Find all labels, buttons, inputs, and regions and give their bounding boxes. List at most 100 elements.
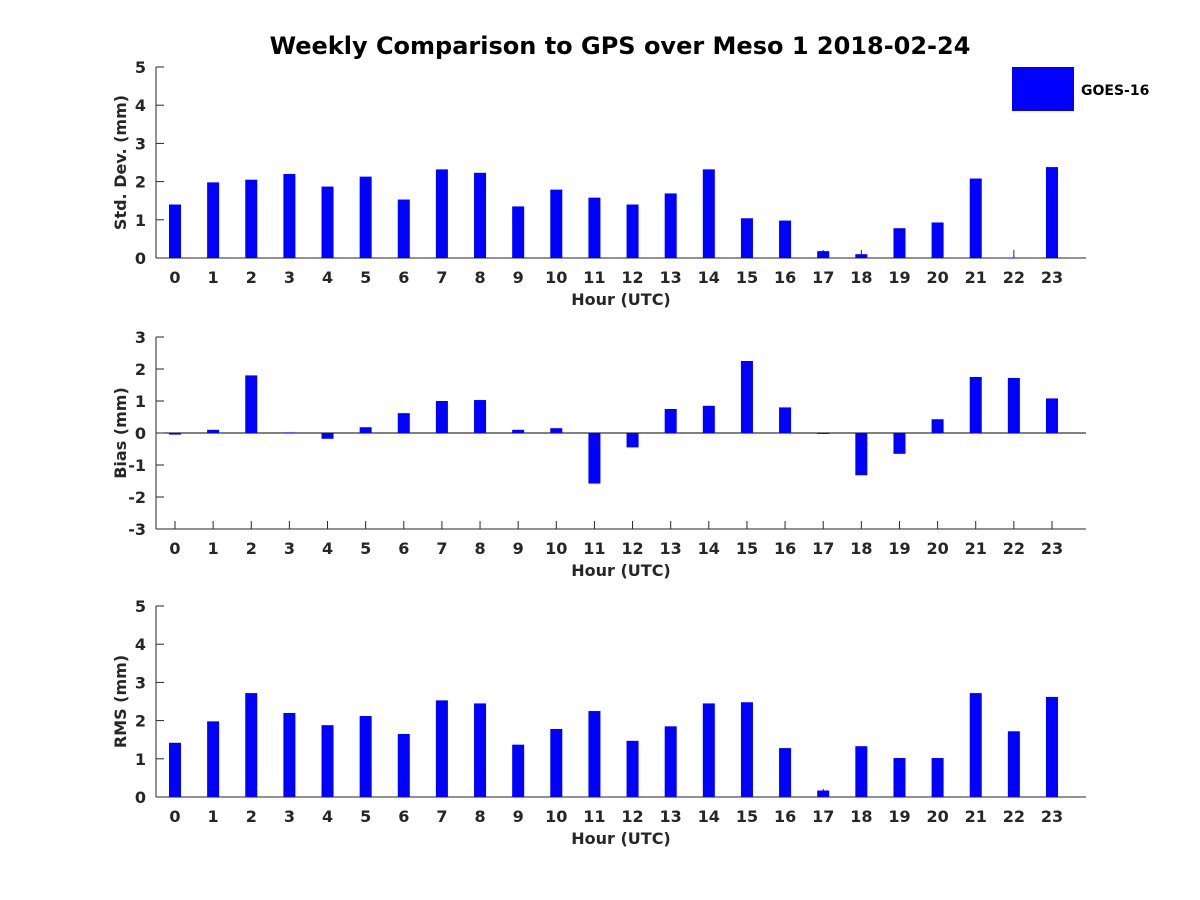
x-tick-label: 21 [965,807,987,826]
bar-hour-2 [245,179,258,258]
x-tick-label: 18 [850,807,872,826]
x-tick-label: 9 [513,539,524,558]
y-tick-label: 0 [135,424,146,443]
x-tick-label: 6 [398,268,409,287]
x-tick-label: 19 [888,268,910,287]
bar-hour-15 [740,218,753,258]
x-tick-label: 11 [583,539,605,558]
bar-hour-21 [969,693,982,797]
x-tick-label: 12 [621,268,643,287]
x-tick-label: 4 [322,807,333,826]
bar-hour-20 [931,419,944,433]
legend: GOES-16 [1012,67,1149,111]
bar-hour-7 [435,700,448,797]
bar-hour-20 [931,758,944,797]
x-tick-label: 23 [1041,807,1063,826]
x-tick-label: 1 [208,807,219,826]
x-tick-label: 1 [208,268,219,287]
x-tick-label: 23 [1041,539,1063,558]
x-tick-label: 8 [474,539,485,558]
bar-hour-11 [588,197,601,258]
legend-swatch [1012,67,1074,111]
bar-hour-19 [893,433,906,454]
x-tick-label: 16 [774,539,796,558]
bar-hour-23 [1045,167,1058,258]
y-tick-label: 0 [135,788,146,807]
bar-hour-19 [893,228,906,258]
x-tick-label: 3 [284,807,295,826]
bar-hour-7 [435,401,448,433]
bar-hour-13 [664,726,677,797]
y-tick-label: 1 [135,750,146,769]
bar-hour-16 [779,748,792,797]
x-tick-label: 0 [169,807,180,826]
x-tick-label: 1 [208,539,219,558]
x-tick-label: 13 [660,807,682,826]
y-tick-label: 4 [135,635,146,654]
x-tick-label: 16 [774,268,796,287]
x-tick-label: 7 [436,268,447,287]
bar-hour-22 [1007,258,1020,259]
bar-hour-11 [588,711,601,797]
x-tick-label: 5 [360,268,371,287]
x-tick-label: 10 [545,539,567,558]
x-tick-label: 22 [1003,807,1025,826]
x-tick-label: 10 [545,807,567,826]
bar-hour-18 [855,433,868,476]
bar-hour-15 [740,702,753,797]
bar-hour-0 [169,742,181,797]
x-tick-label: 0 [169,539,180,558]
bar-hour-22 [1007,731,1020,797]
bar-hour-4 [321,186,334,258]
x-tick-label: 7 [436,539,447,558]
y-tick-label: -2 [128,488,146,507]
x-tick-label: 2 [246,539,257,558]
bar-hour-10 [550,729,563,797]
x-tick-label: 3 [284,268,295,287]
bar-hour-5 [359,176,372,258]
bar-hour-3 [283,712,296,797]
x-tick-label: 21 [965,268,987,287]
x-tick-label: 15 [736,268,758,287]
bar-hour-5 [359,427,372,433]
bar-hour-11 [588,433,601,484]
x-tick-label: 11 [583,807,605,826]
bar-hour-4 [321,433,334,439]
bar-hour-8 [474,703,487,797]
bar-hour-14 [702,405,715,433]
bar-hour-2 [245,693,258,797]
bar-hour-21 [969,178,982,258]
x-tick-label: 6 [398,807,409,826]
bar-hour-7 [435,169,448,258]
y-tick-label: 0 [135,249,146,268]
y-axis-label: Bias (mm) [111,387,130,479]
bar-hour-10 [550,189,563,258]
x-tick-label: 22 [1003,268,1025,287]
x-tick-label: 20 [926,268,948,287]
x-tick-label: 6 [398,539,409,558]
bar-hour-21 [969,377,982,433]
bar-hour-0 [169,433,181,435]
bar-hour-9 [512,429,525,433]
x-axis-label: Hour (UTC) [571,561,671,580]
bar-hour-20 [931,222,944,258]
y-tick-label: 4 [135,96,146,115]
x-tick-label: 15 [736,539,758,558]
bar-hour-9 [512,206,525,258]
bar-hour-10 [550,428,563,433]
bar-hour-17 [817,433,830,434]
x-tick-label: 3 [284,539,295,558]
bar-hour-22 [1007,377,1020,433]
y-tick-label: 5 [135,58,146,77]
bar-hour-13 [664,409,677,433]
x-tick-label: 8 [474,268,485,287]
x-tick-label: 21 [965,539,987,558]
x-tick-label: 22 [1003,539,1025,558]
y-tick-label: 3 [135,328,146,347]
bar-hour-17 [817,790,830,797]
bar-hour-18 [855,254,868,258]
